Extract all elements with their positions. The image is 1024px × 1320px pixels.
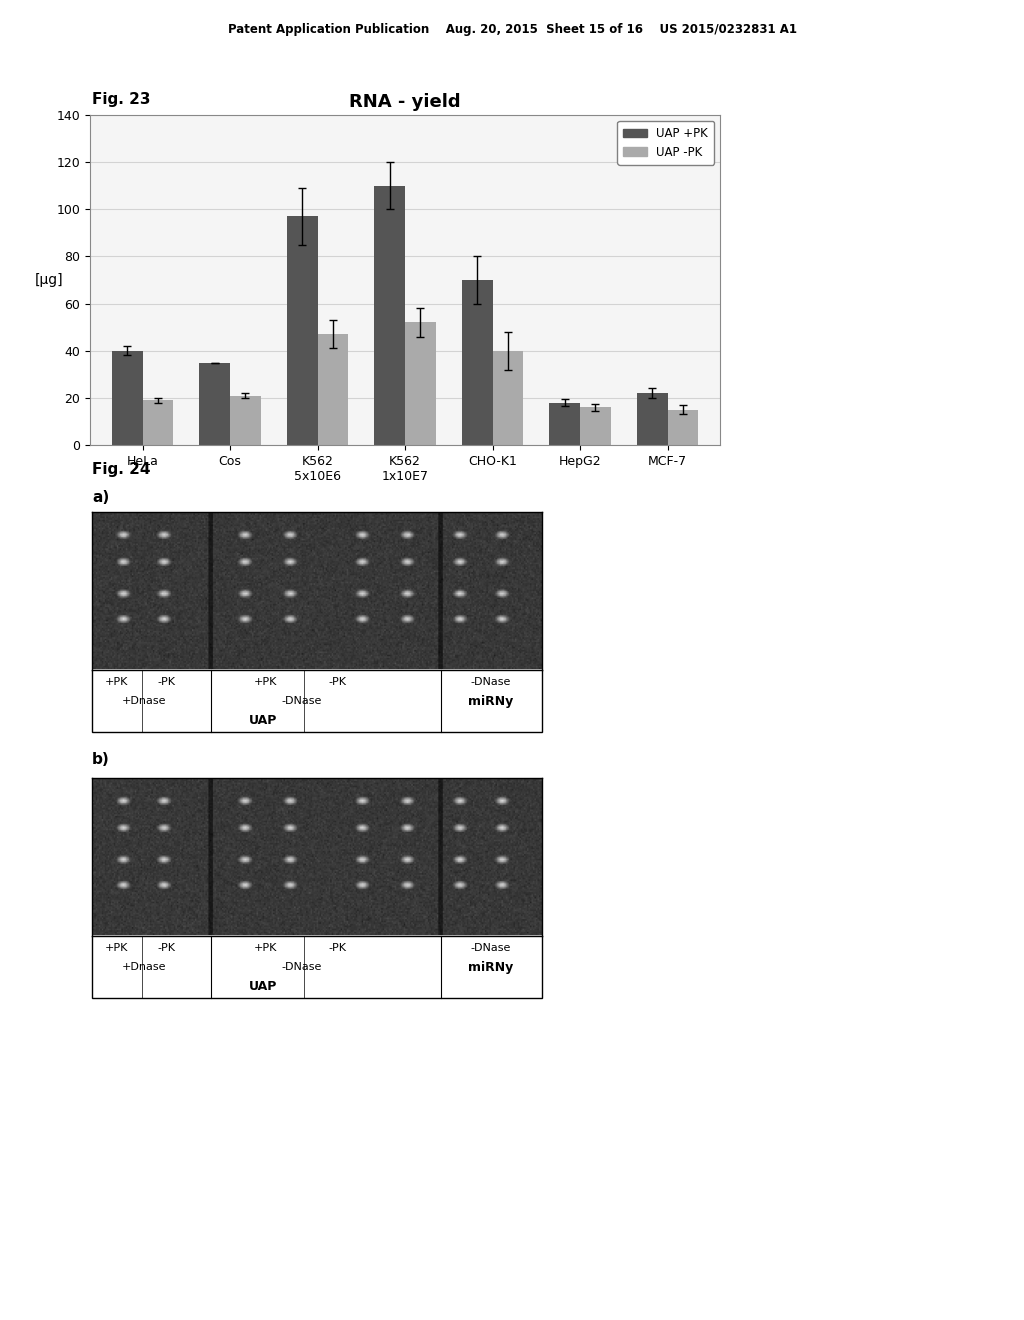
Text: miRNy: miRNy [468,961,513,974]
Bar [493,351,523,445]
Legend: UAP +PK, UAP -PK: UAP +PK, UAP -PK [617,121,714,165]
Text: +Dnase: +Dnase [122,696,166,706]
Text: +PK: +PK [254,944,276,953]
Title: RNA - yield: RNA - yield [349,92,461,111]
Text: miRNy: miRNy [468,694,513,708]
Bar [406,322,435,445]
Y-axis label: [µg]: [µg] [35,273,63,286]
Bar [230,396,261,445]
Text: b): b) [92,752,110,767]
Bar [287,216,317,445]
Text: -DNase: -DNase [281,696,322,706]
Text: Fig. 24: Fig. 24 [92,462,151,477]
Text: -PK: -PK [329,944,346,953]
Bar [549,403,580,445]
Text: -PK: -PK [329,677,346,688]
Text: Fig. 23: Fig. 23 [92,92,151,107]
Text: -PK: -PK [158,677,175,688]
Text: +PK: +PK [105,944,128,953]
Bar [580,408,610,445]
Bar [462,280,493,445]
Bar [375,186,406,445]
Text: +Dnase: +Dnase [122,962,166,972]
Bar [142,400,173,445]
Text: UAP: UAP [249,981,278,994]
Text: UAP: UAP [249,714,278,727]
Text: -DNase: -DNase [281,962,322,972]
Text: Patent Application Publication    Aug. 20, 2015  Sheet 15 of 16    US 2015/02328: Patent Application Publication Aug. 20, … [227,24,797,37]
Bar [200,363,230,445]
Text: -DNase: -DNase [470,677,510,688]
Text: +PK: +PK [254,677,276,688]
Bar [637,393,668,445]
Text: -PK: -PK [158,944,175,953]
Bar [668,409,698,445]
Text: -DNase: -DNase [470,944,510,953]
Text: a): a) [92,490,110,506]
Bar [112,351,142,445]
Bar [317,334,348,445]
Text: +PK: +PK [105,677,128,688]
